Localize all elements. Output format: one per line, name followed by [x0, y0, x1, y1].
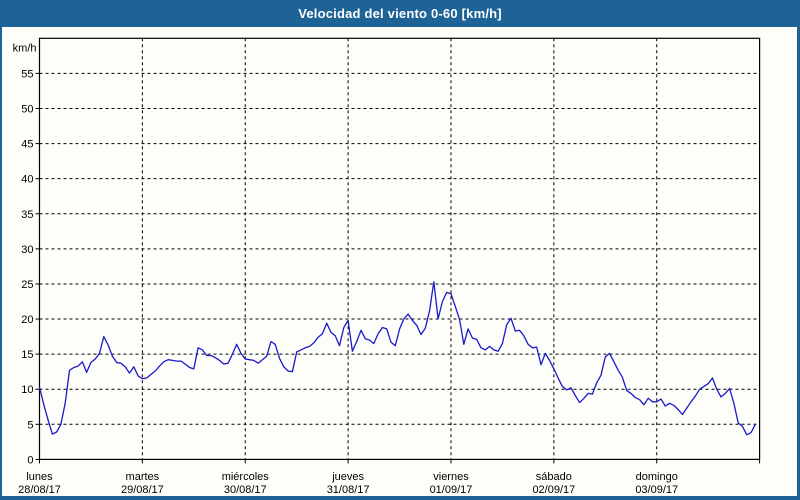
x-axis-day-label: sábado [536, 471, 572, 483]
y-axis-unit-label: km/h [13, 42, 37, 54]
y-axis-tick-label: 20 [21, 314, 33, 326]
y-axis-tick-label: 30 [21, 244, 33, 256]
x-axis-day-label: lunes [26, 471, 53, 483]
x-axis-date-label: 02/09/17 [532, 484, 575, 496]
wind-speed-line [38, 281, 756, 436]
x-axis-date-label: 29/08/17 [121, 484, 164, 496]
y-axis-tick-label: 40 [21, 174, 33, 186]
x-axis-day-label: jueves [331, 471, 364, 483]
plot-border [38, 37, 761, 461]
y-axis-tick-label: 10 [21, 384, 33, 396]
y-axis-tick-label: 15 [21, 349, 33, 361]
y-axis-tick-label: 50 [21, 103, 33, 115]
y-axis-tick-label: 25 [21, 279, 33, 291]
x-axis-day-label: miércoles [222, 471, 270, 483]
chart-canvas: 0 5 10 15 20 25 30 35 40 45 50 55 km/h lunes 28/08/17 m… [2, 27, 797, 496]
y-axis-tick-label: 35 [21, 209, 33, 221]
x-axis-date-label: 28/08/17 [18, 484, 61, 496]
chart-title: Velocidad del viento 0-60 [km/h] [298, 6, 502, 21]
x-axis-date-label: 01/09/17 [430, 484, 473, 496]
x-axis-date-label: 03/09/17 [635, 484, 678, 496]
x-axis-day-label: viernes [433, 471, 469, 483]
x-axis-day-label: domingo [636, 471, 678, 483]
x-axis-day-label: martes [126, 471, 160, 483]
x-axis-date-label: 30/08/17 [224, 484, 267, 496]
x-axis-date-label: 31/08/17 [327, 484, 370, 496]
y-axis-tick-label: 55 [21, 68, 33, 80]
y-axis-tick-label: 45 [21, 139, 33, 151]
y-axis-tick-label: 0 [27, 454, 33, 466]
y-axis-tick-label: 5 [27, 419, 33, 431]
